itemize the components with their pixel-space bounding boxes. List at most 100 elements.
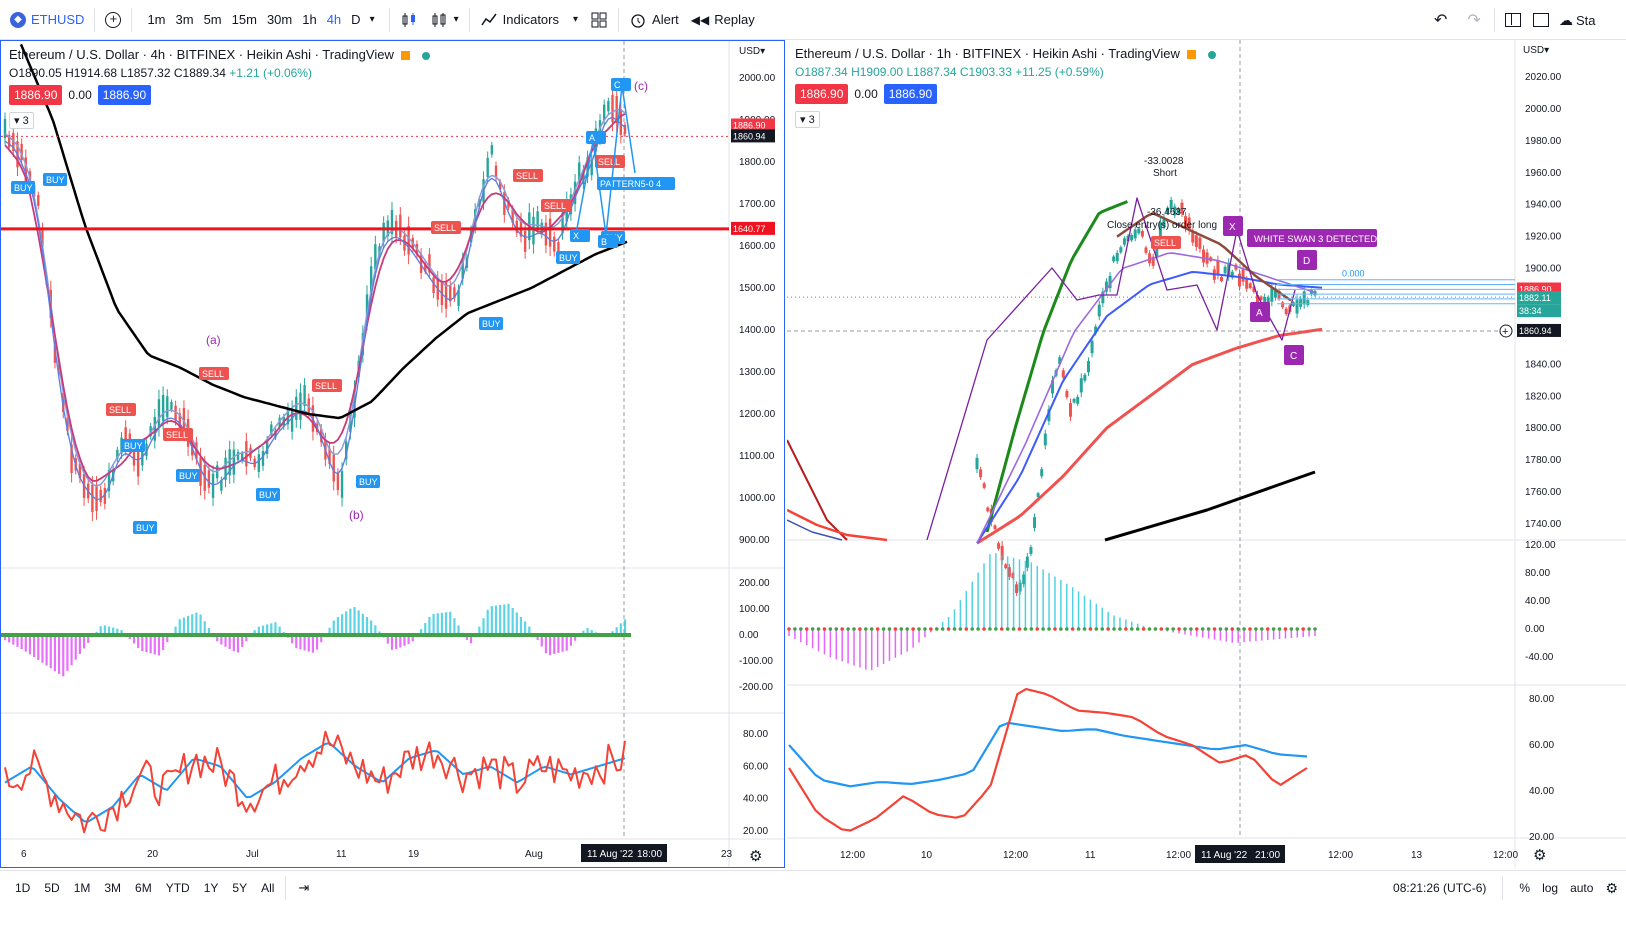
osc-zero-dot: [994, 627, 998, 631]
rsi-line: [4, 730, 626, 834]
layouts-button[interactable]: [584, 0, 614, 40]
range-6m[interactable]: 6M: [135, 880, 152, 895]
bar-style-button[interactable]: [394, 0, 424, 40]
indicator-toggle[interactable]: ▾ 3: [795, 111, 820, 128]
candle-body: [124, 427, 127, 449]
split-layout-icon[interactable]: [1505, 13, 1521, 27]
candle-body: [290, 408, 294, 432]
crosshair-time-bg: [1195, 845, 1285, 863]
flag-icon[interactable]: [1187, 50, 1197, 60]
candle-body: [1259, 296, 1263, 301]
flag-icon[interactable]: [401, 51, 411, 61]
candle-body: [199, 457, 202, 486]
candle-body: [1313, 290, 1317, 296]
candle-body: [1202, 249, 1206, 263]
chart-pane-1h[interactable]: 2020.00 2000.00 1980.00 1960.00 1940.00 1920.…: [787, 40, 1626, 868]
buy-signal-bg: [556, 251, 580, 264]
osc-zero-dot: [1277, 627, 1282, 631]
settings-icon[interactable]: ⚙: [1605, 879, 1618, 896]
chart-canvas-4h[interactable]: 2000.001900.001800.001700.001600.001500.…: [1, 41, 784, 867]
auto-toggle[interactable]: auto: [1570, 881, 1594, 895]
sell-price-button[interactable]: 1886.90: [9, 85, 63, 105]
buy-price-button[interactable]: 1886.90: [883, 84, 938, 104]
log-toggle[interactable]: log: [1542, 881, 1559, 895]
osc-zero-dot: [1153, 627, 1158, 631]
candle-body: [982, 483, 986, 488]
currency-label[interactable]: USD▾: [739, 46, 766, 57]
market-open-icon: [1208, 50, 1217, 59]
candle-body: [1033, 517, 1037, 528]
range-ytd[interactable]: YTD: [165, 880, 190, 895]
candle-body: [53, 346, 57, 363]
time-axis-label: 12:00: [840, 850, 865, 861]
close-value: C1889.34: [173, 66, 226, 80]
candle-body: [149, 426, 152, 437]
settings-icon[interactable]: ⚙: [749, 848, 763, 865]
interval-4h[interactable]: 4h: [326, 12, 342, 27]
sell-signal-bg: [541, 199, 571, 212]
save-status-label[interactable]: Sta: [1576, 12, 1596, 28]
goto-date-icon[interactable]: ⇥: [298, 879, 310, 895]
undo-icon[interactable]: ↶: [1434, 12, 1448, 29]
range-5y[interactable]: 5Y: [232, 880, 248, 895]
chevron-down-icon[interactable]: ▾: [369, 14, 375, 25]
candle-body: [490, 145, 494, 155]
ma-line-fast: [4, 108, 626, 487]
add-alert-icon[interactable]: [1499, 324, 1513, 338]
layout-controls: ☁ Sta: [1490, 0, 1596, 40]
time-axis-label: 11: [1085, 850, 1096, 861]
interval-15m[interactable]: 15m: [231, 12, 257, 27]
candle-body: [1083, 374, 1087, 381]
time-axis-label: 10: [921, 850, 933, 861]
interval-3m[interactable]: 3m: [175, 12, 194, 27]
osc-zero-dot: [1307, 627, 1311, 631]
redo-icon[interactable]: ↷: [1467, 12, 1481, 29]
settings-icon[interactable]: ⚙: [1533, 847, 1547, 864]
range-1m[interactable]: 1M: [73, 880, 91, 895]
chart-canvas-1h[interactable]: 2020.00 2000.00 1980.00 1960.00 1940.00 1920.…: [787, 40, 1626, 868]
interval-1h[interactable]: 1h: [302, 12, 317, 27]
interval-5m[interactable]: 5m: [203, 12, 222, 27]
divider: [285, 875, 287, 900]
price-axis-label: 1780.00: [1525, 455, 1562, 466]
cloud-icon[interactable]: ☁: [1559, 11, 1573, 28]
interval-1m[interactable]: 1m: [147, 12, 166, 27]
chart-pane-4h[interactable]: 2000.001900.001800.001700.001600.001500.…: [0, 40, 785, 868]
osc-zero-dot: [1165, 627, 1170, 631]
candle-body: [1047, 409, 1051, 422]
replay-button[interactable]: ◀◀ Replay: [685, 0, 761, 40]
candle-body: [378, 246, 381, 256]
chart-type-button[interactable]: ▾: [424, 0, 465, 40]
buy-price-button[interactable]: 1886.90: [97, 85, 152, 105]
osc-axis-label: -100.00: [739, 656, 773, 667]
price-axis-label: 2000.00: [739, 73, 776, 84]
interval-30m[interactable]: 30m: [266, 12, 293, 27]
price-axis-label: 1760.00: [1525, 487, 1562, 498]
sell-price-button[interactable]: 1886.90: [795, 84, 849, 104]
indicators-button[interactable]: Indicators ▾: [474, 0, 584, 40]
range-1d[interactable]: 1D: [15, 880, 31, 895]
interval-d[interactable]: D: [351, 12, 361, 27]
compare-button[interactable]: +: [99, 0, 127, 40]
range-5d[interactable]: 5D: [44, 880, 60, 895]
range-all[interactable]: All: [261, 880, 275, 895]
range-3m[interactable]: 3M: [104, 880, 122, 895]
time-axis-label: 13: [1411, 850, 1423, 861]
range-1y[interactable]: 1Y: [203, 880, 219, 895]
bid-ask: 1886.90 0.00 1886.90: [795, 84, 938, 104]
sell-signal: SELL: [166, 430, 188, 440]
clock-label[interactable]: 08:21:26 (UTC-6): [1393, 881, 1487, 895]
support-price-tag: 1640.77: [733, 224, 766, 234]
alert-button[interactable]: Alert: [623, 0, 685, 40]
maximize-icon[interactable]: [1533, 13, 1549, 27]
candle-body: [299, 392, 302, 420]
candle-body: [1072, 398, 1076, 403]
candle-body: [145, 443, 148, 456]
price-axis-label: 1400.00: [739, 325, 776, 336]
indicator-toggle[interactable]: ▾ 3: [9, 112, 34, 129]
currency-label[interactable]: USD▾: [1523, 45, 1550, 56]
symbol-search[interactable]: ◆ ETHUSD: [0, 0, 90, 40]
osc-zero-dot: [793, 627, 797, 631]
percent-toggle[interactable]: %: [1519, 881, 1531, 895]
candle-body: [1162, 217, 1166, 227]
